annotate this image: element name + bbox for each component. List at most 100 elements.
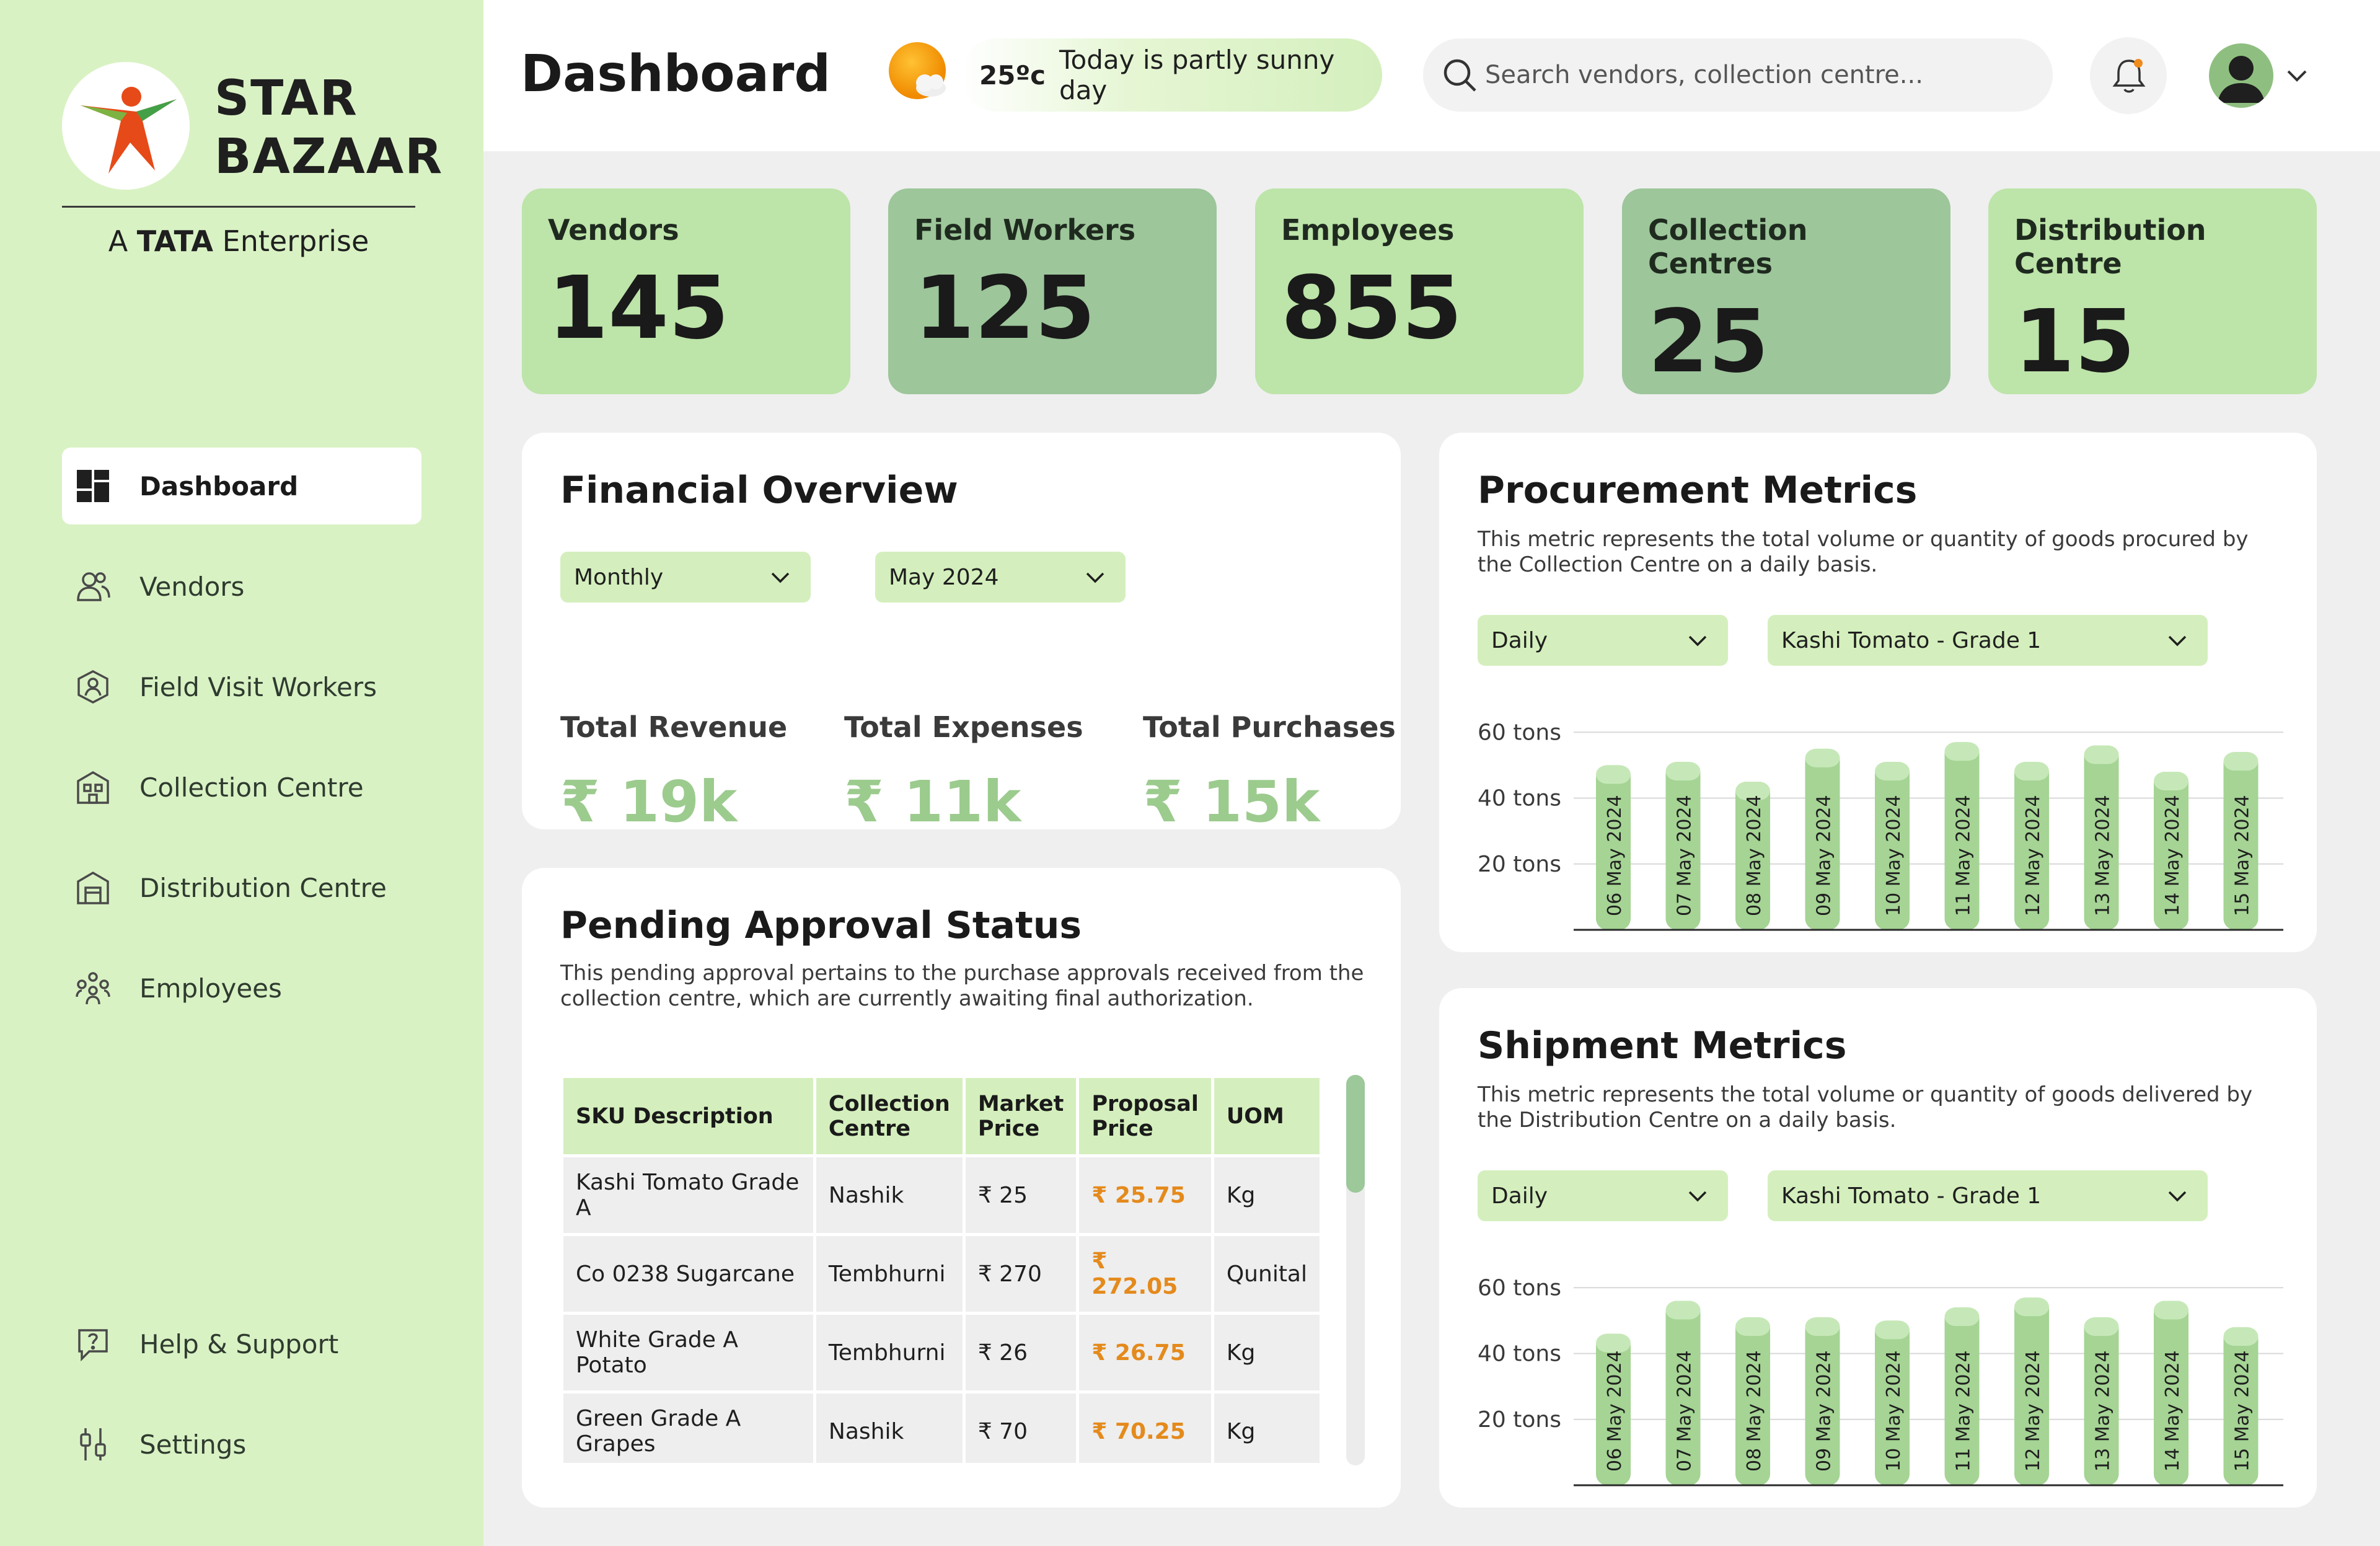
stat-card-collection-centres[interactable]: Collection Centres 25 — [1622, 188, 1950, 394]
cell-uom: Qunital — [1210, 1233, 1323, 1315]
notifications-button[interactable] — [2090, 37, 2167, 114]
sidebar-item-settings[interactable]: Settings — [62, 1406, 421, 1483]
users-icon — [77, 572, 110, 601]
sidebar-item-dashboard[interactable]: Dashboard — [62, 448, 421, 524]
user-avatar[interactable] — [2209, 43, 2273, 108]
x-tick-label: 09 May 2024 — [1814, 795, 1835, 916]
bar-highlight — [1735, 781, 1770, 800]
column-header-proposal-price: Proposal Price — [1076, 1075, 1214, 1157]
sidebar-item-label: Dashboard — [139, 470, 299, 501]
partly-sunny-icon — [889, 42, 946, 99]
cell-collection-centre: Nashik — [813, 1154, 966, 1236]
dashboard-icon — [77, 470, 109, 502]
bar — [1596, 1333, 1631, 1485]
metric-label: Total Revenue — [560, 710, 788, 744]
stat-card-employees[interactable]: Employees 855 — [1255, 188, 1584, 394]
cell-collection-centre: Nashik — [813, 1390, 966, 1463]
bar-highlight — [2014, 1297, 2049, 1317]
bar-highlight — [1805, 1317, 1840, 1336]
bar-highlight — [1875, 1320, 1910, 1340]
search-input[interactable] — [1485, 51, 2030, 99]
bar-highlight — [1596, 765, 1631, 784]
table-row[interactable]: Kashi Tomato Grade A Nashik ₹ 25 ₹ 25.75… — [560, 1154, 1323, 1236]
column-header-market-price: Market Price — [962, 1075, 1080, 1157]
sidebar-item-distribution-centre[interactable]: Distribution Centre — [62, 849, 421, 926]
bar — [1735, 1317, 1770, 1485]
shipment-chart-svg: 20 tons 40 tons 60 tons 06 May 2024 07 May 2… — [1478, 1275, 2283, 1486]
metric-value: ₹ 19k — [560, 769, 738, 835]
y-tick-label: 60 tons — [1478, 720, 1561, 745]
x-tick-label: 08 May 2024 — [1743, 1350, 1765, 1472]
stat-card-vendors[interactable]: Vendors 145 — [522, 188, 850, 394]
stat-card-distribution-centre[interactable]: Distribution Centre 15 — [1988, 188, 2317, 394]
cell-collection-centre: Tembhurni — [813, 1312, 966, 1394]
sidebar-item-collection-centre[interactable]: Collection Centre — [62, 749, 421, 826]
product-dropdown[interactable]: Kashi Tomato - Grade 1 — [1768, 1170, 2208, 1221]
sidebar-item-label: Field Visit Workers — [139, 671, 377, 702]
bar — [2154, 772, 2188, 930]
x-tick-label: 13 May 2024 — [2092, 795, 2114, 916]
sidebar-item-employees[interactable]: Employees — [62, 950, 421, 1027]
shipment-metrics-panel: Shipment Metrics This metric represents … — [1439, 988, 2317, 1508]
cell-market-price: ₹ 270 — [962, 1233, 1080, 1315]
sidebar-item-label: Distribution Centre — [139, 872, 387, 903]
table-scrollbar[interactable] — [1346, 1075, 1365, 1465]
table-row[interactable]: Green Grade A Grapes Nashik ₹ 70 ₹ 70.25… — [560, 1390, 1323, 1463]
bar-highlight — [1735, 1317, 1770, 1336]
cell-proposal-price: ₹ 272.05 — [1076, 1233, 1214, 1315]
table-row[interactable]: White Grade A Potato Tembhurni ₹ 26 ₹ 26… — [560, 1312, 1323, 1394]
financial-overview-panel: Financial Overview Monthly May 2024 Tota… — [522, 433, 1401, 835]
weather-widget: 25ºc Today is partly sunny day — [886, 36, 1382, 113]
x-tick-label: 12 May 2024 — [2022, 1350, 2044, 1472]
bar — [1875, 1320, 1910, 1485]
bar-highlight — [2084, 745, 2119, 764]
table-row[interactable]: Co 0238 Sugarcane Tembhurni ₹ 270 ₹ 272.… — [560, 1233, 1323, 1315]
sidebar-item-vendors[interactable]: Vendors — [62, 548, 421, 625]
sidebar-bottom-nav: Help & Support Settings — [62, 1305, 421, 1506]
sidebar-item-label: Settings — [139, 1429, 247, 1460]
sidebar-item-help-support[interactable]: Help & Support — [62, 1305, 421, 1382]
building-icon — [77, 771, 109, 804]
top-header: Dashboard 25ºc Today is partly sunny day — [483, 0, 2380, 151]
y-tick-label: 60 tons — [1478, 1275, 1561, 1301]
weather-temperature: 25ºc — [979, 60, 1046, 91]
period-dropdown[interactable]: Daily — [1478, 1170, 1728, 1221]
warehouse-icon — [77, 871, 109, 904]
brand-divider — [62, 206, 415, 208]
panel-description: This metric represents the total volume … — [1478, 1082, 2253, 1133]
x-tick-label: 12 May 2024 — [2022, 795, 2044, 916]
bar-highlight — [2084, 1317, 2119, 1336]
bar-highlight — [2154, 1301, 2188, 1320]
period-dropdown[interactable]: Daily — [1478, 615, 1728, 666]
chevron-down-icon — [1086, 572, 1104, 583]
cell-sku: Co 0238 Sugarcane — [560, 1233, 816, 1315]
metric-label: Total Purchases — [1143, 710, 1396, 744]
stat-label: Collection Centres — [1648, 213, 1808, 280]
procurement-chart-svg: 20 tons 40 tons 60 tons 06 May 2024 07 May 2… — [1478, 720, 2283, 931]
metric-total-expenses: Total Expenses ₹ 11k — [844, 710, 1083, 835]
bar — [2084, 1317, 2119, 1485]
search-bar[interactable] — [1423, 38, 2053, 112]
month-dropdown[interactable]: May 2024 — [875, 552, 1126, 603]
brand-name: STAR BAZAAR — [214, 71, 444, 185]
period-dropdown[interactable]: Monthly — [560, 552, 811, 603]
cell-uom: Kg — [1210, 1390, 1323, 1463]
scrollbar-thumb[interactable] — [1346, 1075, 1365, 1193]
product-dropdown[interactable]: Kashi Tomato - Grade 1 — [1768, 615, 2208, 666]
metric-label: Total Expenses — [844, 710, 1083, 744]
sidebar-item-field-visit-workers[interactable]: Field Visit Workers — [62, 648, 421, 725]
bar-highlight — [2223, 752, 2259, 771]
bar — [1665, 1301, 1701, 1485]
stat-card-field-workers[interactable]: Field Workers 125 — [888, 188, 1217, 394]
panel-title: Shipment Metrics — [1478, 1024, 1847, 1067]
stat-value: 145 — [548, 258, 729, 359]
cell-uom: Kg — [1210, 1154, 1323, 1236]
bar-highlight — [1665, 762, 1701, 781]
chevron-down-icon — [1688, 1191, 1707, 1202]
cell-proposal-price: ₹ 70.25 — [1076, 1390, 1214, 1463]
cell-market-price: ₹ 26 — [962, 1312, 1080, 1394]
chevron-down-icon[interactable] — [2283, 62, 2311, 89]
bar — [2154, 1301, 2188, 1485]
page-title: Dashboard — [521, 45, 831, 104]
y-tick-label: 20 tons — [1478, 1407, 1561, 1433]
